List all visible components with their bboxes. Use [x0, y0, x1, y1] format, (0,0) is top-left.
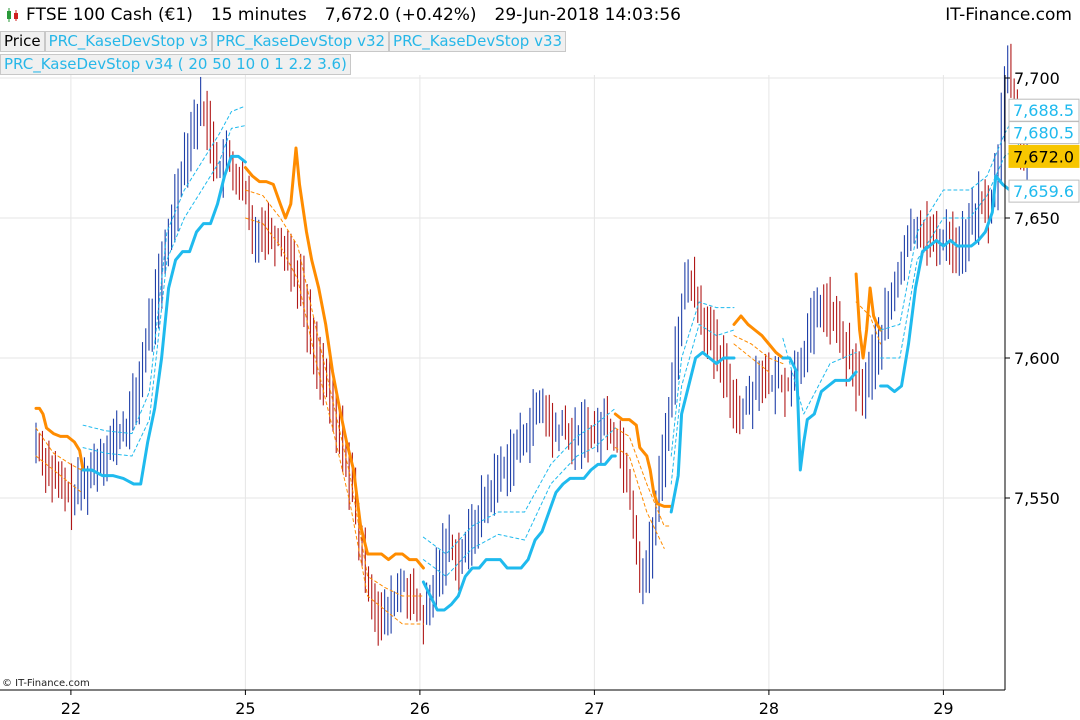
y-tick-label: 7,600 [1014, 349, 1060, 368]
series-line-prc_kasedevstop-v34 [613, 412, 673, 508]
value-label-text: 7,680.5 [1013, 124, 1074, 143]
instrument-name: FTSE 100 Cash (€1) [26, 5, 193, 25]
y-tick-label: 7,700 [1014, 69, 1060, 88]
value-label-text: 7,659.6 [1013, 182, 1074, 201]
series-line-prc_kasedevstop-v32 [733, 343, 770, 373]
series-line-prc_kasedevstop-v33 [669, 350, 736, 514]
series-line-prc_kasedevstop-v32 [855, 301, 882, 345]
series-line-prc_kasedevstop-v3 [880, 133, 1025, 359]
x-tick-label: 22 [61, 699, 81, 718]
value-label-box [1008, 144, 1080, 168]
series-line-prc_kasedevstop-v32 [244, 217, 424, 625]
series-line-prc_kasedevstop-v34 [243, 146, 425, 570]
series-line-prc_kasedevstop-v3 [782, 337, 857, 415]
x-tick-label: 28 [759, 699, 779, 718]
timeframe-label[interactable]: 15 minutes [210, 5, 307, 25]
series-line-prc_kasedevstop-v3 [880, 105, 1025, 331]
title-bar: FTSE 100 Cash (€1) 15 minutes 7,672.0 (+… [0, 0, 1080, 30]
series-line-prc_kasedevstop-v32 [244, 189, 424, 597]
x-tick-label: 29 [933, 699, 953, 718]
value-label-box [1008, 179, 1080, 203]
price-labels: 7,688.5 7,680.5 7,672.0 7,659.6 [1008, 98, 1080, 203]
series-line-prc_kasedevstop-v33 [781, 356, 858, 472]
series-line-prc_kasedevstop-v32 [35, 455, 82, 493]
y-tick-label: 7,550 [1014, 489, 1060, 508]
indicator-value-label: 7,659.6 [1008, 179, 1080, 203]
series-line-prc_kasedevstop-v33 [879, 174, 1026, 394]
legend-row-1: Price PRC_KaseDevStop v3 PRC_KaseDevStop… [0, 31, 567, 52]
series-line-prc_kasedevstop-v32 [614, 427, 672, 527]
candlestick-logo-icon [7, 8, 18, 22]
legend-kasedevstop-v3[interactable]: PRC_KaseDevStop v3 [44, 31, 213, 52]
y-tick-label: 7,650 [1014, 209, 1060, 228]
value-label-text: 7,672.0 [1013, 147, 1074, 166]
series-line-prc_kasedevstop-v32 [614, 447, 665, 549]
indicator-value-label: 7,680.5 [1008, 121, 1080, 145]
brand-label: IT-Finance.com [945, 5, 1072, 25]
value-label-box [1008, 121, 1080, 145]
series-line-prc_kasedevstop-v3 [670, 323, 735, 485]
series-line-prc_kasedevstop-v33 [421, 454, 617, 612]
series-line-prc_kasedevstop-v34 [732, 314, 785, 360]
indicator-lines [34, 105, 1026, 625]
series-line-prc_kasedevstop-v3 [82, 125, 246, 457]
series-line-prc_kasedevstop-v32 [733, 335, 784, 365]
series-line-prc_kasedevstop-v33 [81, 154, 247, 486]
series-line-prc_kasedevstop-v34 [854, 272, 883, 360]
last-quote: 7,672.0 (+0.42%) [324, 5, 477, 25]
legend-kasedevstop-v32[interactable]: PRC_KaseDevStop v32 [212, 31, 390, 52]
legend-row-2: PRC_KaseDevStop v34 ( 20 50 10 0 1 2.2 3… [0, 54, 351, 75]
series-line-prc_kasedevstop-v3 [422, 427, 616, 577]
series-line-prc_kasedevstop-v3 [422, 407, 616, 555]
datetime-label: 29-Jun-2018 14:03:56 [494, 5, 681, 25]
series-line-prc_kasedevstop-v34 [34, 406, 85, 472]
axes: 7,550 7,600 7,650 7,700 22 25 26 27 28 29 [0, 69, 1060, 718]
legend-kasedevstop-v34[interactable]: PRC_KaseDevStop v34 ( 20 50 10 0 1 2.2 3… [0, 54, 351, 75]
x-tick-label: 27 [584, 699, 604, 718]
legend-kasedevstop-v33[interactable]: PRC_KaseDevStop v33 [389, 31, 567, 52]
last-price-label: 7,672.0 [1008, 144, 1080, 168]
value-label-text: 7,688.5 [1013, 101, 1074, 120]
indicator-value-label: 7,688.5 [1008, 98, 1080, 122]
x-tick-label: 26 [410, 699, 430, 718]
series-line-prc_kasedevstop-v3 [670, 301, 735, 457]
copyright-label: © IT-Finance.com [2, 678, 90, 689]
legend-price[interactable]: Price [0, 31, 45, 52]
series-line-prc_kasedevstop-v32 [35, 427, 82, 471]
series-line-prc_kasedevstop-v3 [82, 105, 246, 435]
price-bars [35, 43, 1028, 646]
x-tick-label: 25 [235, 699, 255, 718]
